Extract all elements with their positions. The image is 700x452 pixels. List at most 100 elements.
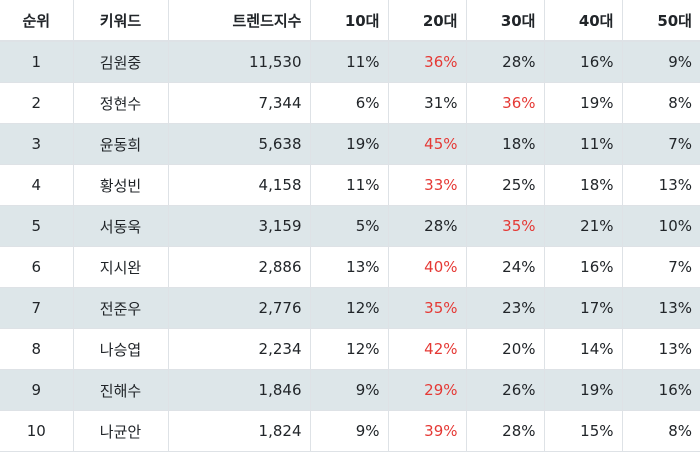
trend-index-cell: 2,776 [168, 287, 311, 329]
table-row: 5 서동욱 3,159 5% 28% 35% 21% 10% [0, 205, 700, 247]
age-20-cell: 36% [388, 41, 467, 83]
header-age-40: 40대 [544, 0, 623, 42]
age-40-cell: 16% [544, 41, 623, 83]
age-20-cell: 39% [388, 410, 467, 452]
age-40-cell: 11% [544, 123, 623, 165]
keyword-cell[interactable]: 윤동희 [73, 123, 169, 165]
age-50-cell: 13% [622, 164, 700, 206]
age-30-cell: 18% [466, 123, 545, 165]
keyword-cell[interactable]: 전준우 [73, 287, 169, 329]
age-50-cell: 7% [622, 246, 700, 288]
header-age-50: 50대 [622, 0, 700, 42]
rank-cell: 10 [0, 410, 74, 452]
table-row: 2 정현수 7,344 6% 31% 36% 19% 8% [0, 82, 700, 124]
age-10-cell: 5% [310, 205, 389, 247]
age-10-cell: 13% [310, 246, 389, 288]
age-20-cell: 45% [388, 123, 467, 165]
rank-cell: 5 [0, 205, 74, 247]
rank-cell: 1 [0, 41, 74, 83]
age-10-cell: 12% [310, 328, 389, 370]
table-row: 9 진해수 1,846 9% 29% 26% 19% 16% [0, 369, 700, 411]
age-30-cell: 35% [466, 205, 545, 247]
age-10-cell: 9% [310, 410, 389, 452]
trend-index-cell: 1,846 [168, 369, 311, 411]
age-10-cell: 11% [310, 164, 389, 206]
table-row: 1 김원중 11,530 11% 36% 28% 16% 9% [0, 41, 700, 83]
trend-index-cell: 7,344 [168, 82, 311, 124]
age-20-cell: 40% [388, 246, 467, 288]
age-30-cell: 23% [466, 287, 545, 329]
age-30-cell: 25% [466, 164, 545, 206]
age-10-cell: 9% [310, 369, 389, 411]
age-10-cell: 12% [310, 287, 389, 329]
age-10-cell: 19% [310, 123, 389, 165]
header-age-30: 30대 [466, 0, 545, 42]
header-trend-index: 트렌드지수 [168, 0, 311, 42]
table-row: 6 지시완 2,886 13% 40% 24% 16% 7% [0, 246, 700, 288]
table-row: 7 전준우 2,776 12% 35% 23% 17% 13% [0, 287, 700, 329]
age-50-cell: 16% [622, 369, 700, 411]
keyword-cell[interactable]: 나승엽 [73, 328, 169, 370]
age-50-cell: 8% [622, 82, 700, 124]
rank-cell: 2 [0, 82, 74, 124]
header-row: 순위 키워드 트렌드지수 10대 20대 30대 40대 50대 [0, 0, 700, 42]
age-50-cell: 8% [622, 410, 700, 452]
age-40-cell: 19% [544, 369, 623, 411]
trend-index-cell: 11,530 [168, 41, 311, 83]
keyword-cell[interactable]: 황성빈 [73, 164, 169, 206]
trend-index-cell: 2,886 [168, 246, 311, 288]
header-age-10: 10대 [310, 0, 389, 42]
keyword-cell[interactable]: 나균안 [73, 410, 169, 452]
table-header: 순위 키워드 트렌드지수 10대 20대 30대 40대 50대 [0, 0, 700, 42]
header-age-20: 20대 [388, 0, 467, 42]
age-20-cell: 35% [388, 287, 467, 329]
age-20-cell: 42% [388, 328, 467, 370]
age-10-cell: 6% [310, 82, 389, 124]
age-40-cell: 16% [544, 246, 623, 288]
age-40-cell: 18% [544, 164, 623, 206]
keyword-cell[interactable]: 김원중 [73, 41, 169, 83]
age-50-cell: 10% [622, 205, 700, 247]
trend-index-cell: 5,638 [168, 123, 311, 165]
age-20-cell: 33% [388, 164, 467, 206]
rank-cell: 7 [0, 287, 74, 329]
rank-cell: 6 [0, 246, 74, 288]
trend-index-cell: 4,158 [168, 164, 311, 206]
rank-cell: 9 [0, 369, 74, 411]
trend-index-cell: 3,159 [168, 205, 311, 247]
keyword-cell[interactable]: 정현수 [73, 82, 169, 124]
age-50-cell: 13% [622, 328, 700, 370]
age-30-cell: 26% [466, 369, 545, 411]
rank-cell: 4 [0, 164, 74, 206]
rank-cell: 8 [0, 328, 74, 370]
age-30-cell: 24% [466, 246, 545, 288]
age-40-cell: 17% [544, 287, 623, 329]
age-50-cell: 13% [622, 287, 700, 329]
age-40-cell: 21% [544, 205, 623, 247]
age-30-cell: 28% [466, 41, 545, 83]
age-30-cell: 20% [466, 328, 545, 370]
header-rank: 순위 [0, 0, 74, 42]
age-20-cell: 29% [388, 369, 467, 411]
age-30-cell: 28% [466, 410, 545, 452]
age-10-cell: 11% [310, 41, 389, 83]
keyword-cell[interactable]: 진해수 [73, 369, 169, 411]
rank-cell: 3 [0, 123, 74, 165]
age-40-cell: 15% [544, 410, 623, 452]
age-50-cell: 7% [622, 123, 700, 165]
keyword-cell[interactable]: 서동욱 [73, 205, 169, 247]
trend-index-cell: 1,824 [168, 410, 311, 452]
age-30-cell: 36% [466, 82, 545, 124]
age-40-cell: 19% [544, 82, 623, 124]
table-row: 3 윤동희 5,638 19% 45% 18% 11% 7% [0, 123, 700, 165]
trend-index-cell: 2,234 [168, 328, 311, 370]
header-keyword: 키워드 [73, 0, 169, 42]
keyword-cell[interactable]: 지시완 [73, 246, 169, 288]
table-body: 1 김원중 11,530 11% 36% 28% 16% 9% 2 정현수 7,344 6% 31% 36… [0, 41, 700, 452]
age-20-cell: 28% [388, 205, 467, 247]
age-20-cell: 31% [388, 82, 467, 124]
age-50-cell: 9% [622, 41, 700, 83]
table-row: 8 나승엽 2,234 12% 42% 20% 14% 13% [0, 328, 700, 370]
age-40-cell: 14% [544, 328, 623, 370]
table-row: 4 황성빈 4,158 11% 33% 25% 18% 13% [0, 164, 700, 206]
